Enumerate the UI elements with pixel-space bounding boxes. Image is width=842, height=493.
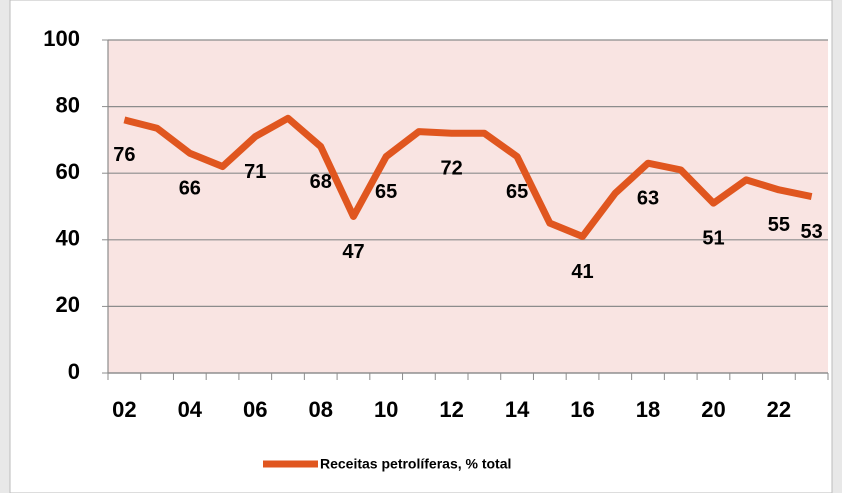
- x-tick-label: 02: [112, 397, 136, 422]
- legend-label: Receitas petrolíferas, % total: [320, 456, 511, 472]
- data-label: 65: [375, 181, 397, 203]
- y-tick-label: 20: [56, 292, 80, 317]
- x-tick-label: 20: [701, 397, 725, 422]
- data-label: 76: [113, 144, 135, 166]
- x-tick-label: 04: [178, 397, 203, 422]
- data-line: [123, 114, 813, 240]
- data-label: 72: [441, 158, 463, 180]
- y-tick-label: 100: [43, 26, 80, 51]
- x-tick-label: 16: [570, 397, 594, 422]
- data-label: 71: [244, 161, 266, 183]
- x-tick-label: 06: [243, 397, 267, 422]
- x-tick-label: 18: [636, 397, 660, 422]
- data-label: 63: [637, 187, 659, 209]
- data-label: 55: [768, 214, 790, 236]
- x-tick-label: 10: [374, 397, 398, 422]
- x-tick-label: 14: [505, 397, 530, 422]
- data-label: 51: [702, 227, 724, 249]
- data-label: 53: [801, 221, 823, 243]
- data-label: 41: [571, 261, 593, 283]
- x-tick-label: 08: [308, 397, 332, 422]
- x-tick-label: 12: [439, 397, 463, 422]
- data-label: 47: [342, 241, 364, 263]
- data-label: 68: [310, 171, 332, 193]
- data-label: 65: [506, 181, 528, 203]
- y-tick-label: 60: [56, 159, 80, 184]
- x-tick-label: 22: [767, 397, 791, 422]
- plot-area: [108, 40, 828, 373]
- y-tick-label: 40: [56, 226, 80, 251]
- y-tick-label: 0: [68, 359, 80, 384]
- data-label: 66: [179, 178, 201, 200]
- y-tick-label: 80: [56, 92, 80, 117]
